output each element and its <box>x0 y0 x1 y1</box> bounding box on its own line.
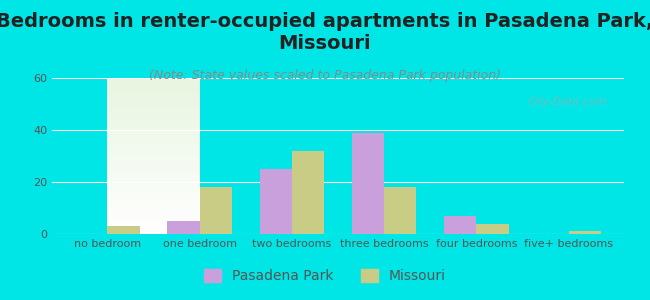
Bar <box>167 221 200 234</box>
Text: Bedrooms in renter-occupied apartments in Pasadena Park,
Missouri: Bedrooms in renter-occupied apartments i… <box>0 12 650 53</box>
Text: (Note: State values scaled to Pasadena Park population): (Note: State values scaled to Pasadena P… <box>149 69 501 82</box>
Bar <box>476 224 509 234</box>
Legend: Pasadena Park, Missouri: Pasadena Park, Missouri <box>197 262 453 290</box>
Bar <box>259 169 292 234</box>
Bar <box>200 187 232 234</box>
Text: City-Data.com: City-Data.com <box>527 97 607 107</box>
Bar <box>292 151 324 234</box>
Bar <box>352 133 384 234</box>
Bar <box>444 216 476 234</box>
Bar <box>384 187 417 234</box>
Bar <box>107 226 140 234</box>
Bar <box>569 231 601 234</box>
